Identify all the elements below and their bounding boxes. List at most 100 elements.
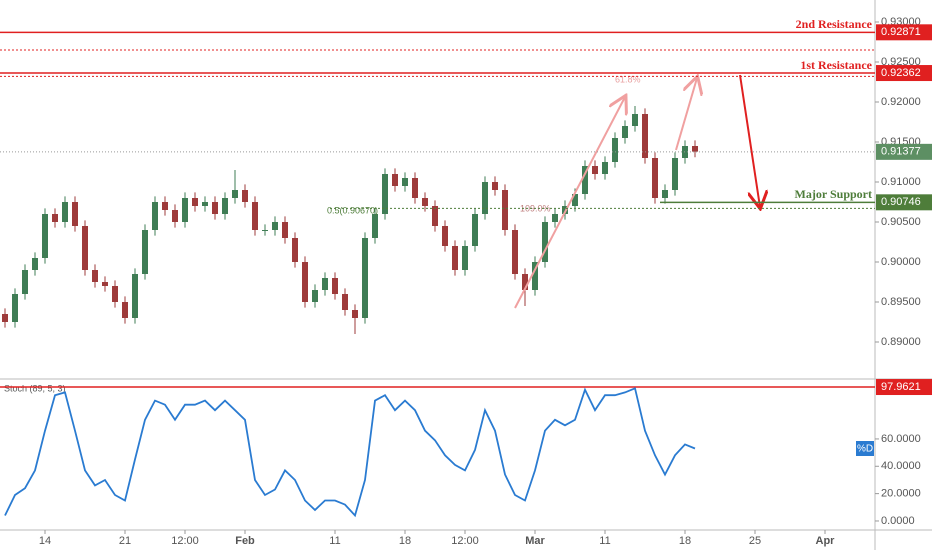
indicator-tick-label: 20.0000 bbox=[881, 488, 921, 500]
candle-body bbox=[42, 214, 48, 258]
indicator-title: Stoch (89, 5, 3) bbox=[4, 383, 66, 393]
candle-body bbox=[172, 210, 178, 222]
candle-body bbox=[22, 270, 28, 294]
level-name: 1st Resistance bbox=[800, 58, 872, 72]
candle-body bbox=[82, 226, 88, 270]
legend-label: %D bbox=[857, 444, 873, 455]
price-box bbox=[876, 379, 932, 396]
candle-body bbox=[362, 238, 368, 318]
x-tick-label: Feb bbox=[235, 535, 255, 547]
price-pane bbox=[2, 106, 698, 334]
indicator-tick-label: 60.0000 bbox=[881, 433, 921, 445]
price-box bbox=[876, 24, 932, 41]
indicator-tick-label: 0.0000 bbox=[881, 515, 915, 527]
y-tick-label: 0.92500 bbox=[881, 56, 921, 68]
x-tick-label: 18 bbox=[679, 535, 691, 547]
level-name: Major Support bbox=[795, 187, 872, 201]
candle-body bbox=[72, 202, 78, 226]
candle-body bbox=[552, 214, 558, 222]
y-tick-label: 0.90000 bbox=[881, 256, 921, 268]
candle-body bbox=[152, 202, 158, 230]
price-box bbox=[876, 194, 932, 211]
candle-body bbox=[122, 302, 128, 318]
x-tick-label: Mar bbox=[525, 535, 545, 547]
indicator-level-label: 97.9621 bbox=[881, 381, 921, 393]
price-box-label: 0.92871 bbox=[881, 26, 921, 38]
candle-body bbox=[162, 202, 168, 210]
candle-body bbox=[262, 230, 268, 231]
candle-body bbox=[382, 174, 388, 214]
indicator-line bbox=[4, 387, 696, 518]
candle-body bbox=[462, 246, 468, 270]
candle-body bbox=[402, 178, 408, 186]
candle-body bbox=[232, 190, 238, 198]
candle-body bbox=[522, 274, 528, 290]
candle-body bbox=[452, 246, 458, 270]
x-tick-label: 12:00 bbox=[451, 535, 479, 547]
candle-body bbox=[492, 182, 498, 190]
y-tick-label: 0.89500 bbox=[881, 296, 921, 308]
candle-body bbox=[272, 222, 278, 230]
candle-body bbox=[502, 190, 508, 230]
target-arrow bbox=[739, 74, 760, 207]
level-name: 2nd Resistance bbox=[796, 17, 873, 31]
x-tick-label: Apr bbox=[816, 535, 836, 547]
y-tick-label: 0.90500 bbox=[881, 216, 921, 228]
indicator-tick-label: 40.0000 bbox=[881, 460, 921, 472]
candle-body bbox=[202, 202, 208, 206]
x-tick-label: 11 bbox=[599, 535, 610, 547]
x-tick-label: 18 bbox=[399, 535, 411, 547]
candle-body bbox=[282, 222, 288, 238]
price-box bbox=[876, 143, 932, 160]
candle-body bbox=[142, 230, 148, 274]
annotation: 61.8% bbox=[615, 74, 641, 84]
price-box-label: 0.92362 bbox=[881, 67, 921, 79]
candle-body bbox=[312, 290, 318, 302]
candle-body bbox=[292, 238, 298, 262]
last-price-label: 0.91377 bbox=[881, 146, 921, 158]
candle-body bbox=[2, 314, 8, 322]
candle-body bbox=[642, 114, 648, 158]
candle-body bbox=[442, 226, 448, 246]
candle-body bbox=[342, 294, 348, 310]
candle-body bbox=[192, 198, 198, 206]
candle-body bbox=[92, 270, 98, 282]
candle-body bbox=[212, 202, 218, 214]
x-tick-label: 12:00 bbox=[171, 535, 199, 547]
candle-body bbox=[622, 126, 628, 138]
candle-body bbox=[612, 138, 618, 162]
candle-body bbox=[112, 286, 118, 302]
candle-body bbox=[602, 162, 608, 174]
candle-body bbox=[222, 198, 228, 214]
candle-body bbox=[392, 174, 398, 186]
candle-body bbox=[422, 198, 428, 206]
candle-body bbox=[372, 214, 378, 238]
x-tick-label: 21 bbox=[119, 535, 131, 547]
fib-arrow bbox=[675, 78, 697, 151]
candle-body bbox=[412, 178, 418, 198]
candle-body bbox=[182, 198, 188, 222]
candle-body bbox=[572, 194, 578, 206]
candle-body bbox=[472, 214, 478, 246]
y-tick-label: 0.91000 bbox=[881, 176, 921, 188]
candle-body bbox=[672, 158, 678, 190]
candle-body bbox=[532, 262, 538, 290]
candle-body bbox=[102, 282, 108, 286]
candle-body bbox=[242, 190, 248, 202]
candle-body bbox=[12, 294, 18, 322]
candle-body bbox=[662, 190, 668, 198]
candle-body bbox=[652, 158, 658, 198]
legend-box bbox=[856, 441, 874, 456]
candle-body bbox=[32, 258, 38, 270]
candle-body bbox=[132, 274, 138, 318]
candle-body bbox=[52, 214, 58, 222]
candle-body bbox=[482, 182, 488, 214]
candle-body bbox=[542, 222, 548, 262]
x-tick-label: 11 bbox=[329, 535, 340, 547]
candle-body bbox=[352, 310, 358, 318]
x-tick-label: 25 bbox=[749, 535, 761, 547]
candle-body bbox=[512, 230, 518, 274]
candle-body bbox=[692, 146, 698, 152]
